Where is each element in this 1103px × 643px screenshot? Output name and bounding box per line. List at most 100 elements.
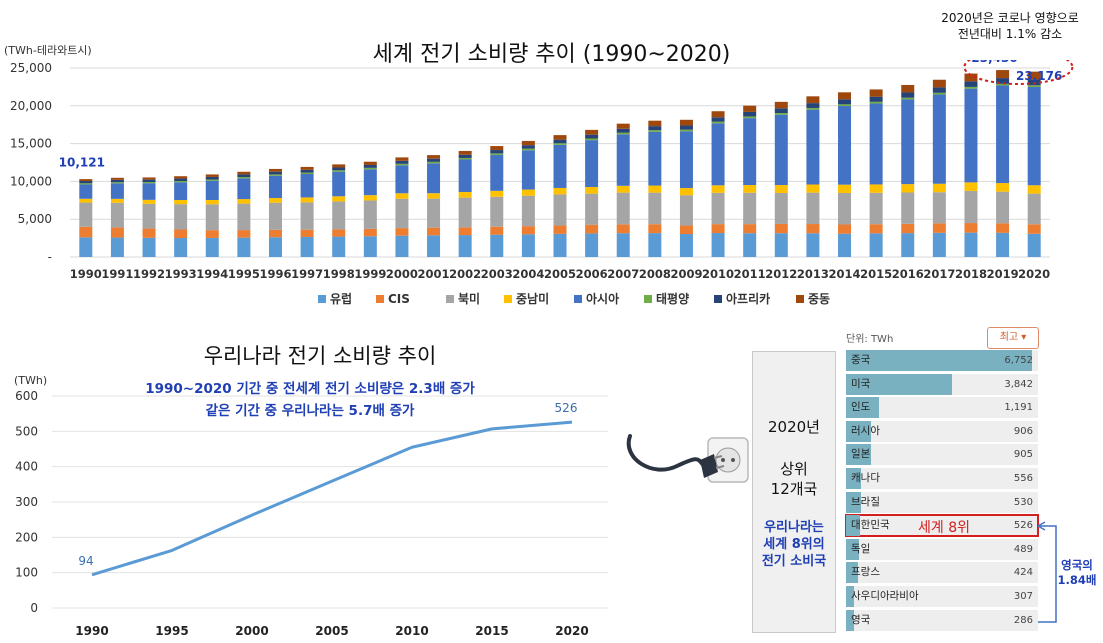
bar-segment	[553, 194, 567, 226]
bar-segment	[838, 233, 852, 257]
ranking-value: 906	[1013, 425, 1033, 437]
power-plug-socket-icon	[626, 434, 749, 483]
ranking-country: 브라질	[851, 495, 880, 508]
bar-segment	[205, 199, 219, 205]
bar-segment	[648, 224, 662, 234]
bar-segment	[1027, 185, 1041, 194]
legend-swatch	[446, 295, 454, 303]
world-chart-unit: (TWh-테라와트시)	[4, 44, 92, 57]
bar-segment	[774, 185, 788, 193]
ranking-value: 3,842	[1004, 378, 1033, 390]
bar-segment	[1027, 224, 1041, 234]
bar-segment	[521, 140, 535, 146]
x-tick-label: 1995	[228, 267, 260, 281]
bar-segment	[142, 183, 156, 200]
bar-segment	[711, 121, 725, 124]
bar-segment	[237, 199, 251, 204]
bar-segment	[174, 176, 188, 179]
legend-swatch	[574, 295, 582, 303]
bar-segment	[521, 145, 535, 149]
x-tick-label: 2013	[797, 267, 829, 281]
x-tick-label: 2007	[607, 267, 639, 281]
bar-segment	[205, 176, 219, 180]
ranking-row: 사우디아라비아 307	[846, 585, 1038, 607]
bar-segment	[427, 163, 441, 194]
bar-segment	[521, 226, 535, 235]
growth-note-line1: 1990~2020 기간 중 전세계 전기 소비량은 2.3배 증가	[145, 381, 475, 397]
bar-segment	[110, 202, 124, 228]
ranking-row: 독일 489	[846, 538, 1038, 560]
bar-segment	[490, 190, 504, 197]
bar-segment	[616, 128, 630, 133]
bar-segment	[585, 224, 599, 234]
summary-korea-rank: 우리나라는 세계 8위의 전기 소비국	[753, 519, 835, 570]
sort-dropdown-button[interactable]: 최고 ▾	[987, 327, 1039, 349]
bar-segment	[869, 96, 883, 102]
bar-segment	[585, 138, 599, 141]
bar-segment	[1027, 193, 1041, 225]
bar-segment	[395, 163, 409, 166]
bar-segment	[300, 166, 314, 170]
bar-segment	[679, 119, 693, 126]
bar-segment	[79, 202, 93, 227]
bar-segment	[743, 111, 757, 117]
bar-segment	[553, 139, 567, 144]
x-tick-label: 2010	[702, 267, 734, 281]
bar-segment	[648, 130, 662, 132]
ranking-row: 프랑스 424	[846, 562, 1038, 584]
x-tick-label: 2020	[1018, 267, 1050, 281]
legend-label: 아시아	[586, 291, 619, 306]
bar-segment	[427, 235, 441, 257]
y-tick-label: -	[48, 250, 52, 264]
legend-label: 중동	[808, 292, 830, 306]
bar-segment	[553, 135, 567, 140]
x-tick-label: 2005	[544, 267, 576, 281]
x-tick-label: 2008	[639, 267, 671, 281]
korea-line-chart: 0 100 200 300 400 500 600 1990 1995 2000 2005 2010 2…	[15, 389, 608, 638]
bar-segment	[964, 86, 978, 89]
bar-segment	[300, 197, 314, 203]
bar-segment	[458, 159, 472, 192]
comparison-bracket-icon	[1037, 521, 1057, 623]
bar-segment	[616, 233, 630, 257]
x-tick-label: 2005	[315, 624, 348, 638]
legend-label: 유럽	[330, 292, 352, 306]
y-tick-label: 25,000	[10, 61, 52, 75]
bar-segment	[743, 105, 757, 112]
bar-segment	[679, 195, 693, 226]
bar-segment	[901, 192, 915, 224]
summary-year: 2020년	[768, 418, 820, 436]
legend-swatch	[644, 295, 652, 303]
bar-segment	[838, 92, 852, 100]
bar-segment	[268, 174, 282, 176]
growth-note-line2: 같은 기간 중 우리나라는 5.7배 증가	[205, 403, 415, 419]
bar-segment	[932, 92, 946, 95]
x-tick-label: 2002	[449, 267, 481, 281]
x-tick-label: 2015	[860, 267, 892, 281]
y-tick-label: 10,000	[10, 174, 52, 188]
bar-segment	[996, 223, 1010, 233]
bar-segment	[616, 185, 630, 193]
y-tick-label: 200	[15, 530, 38, 544]
bar-segment	[300, 202, 314, 230]
bar-segment	[774, 114, 788, 186]
ranking-row: 인도 1,191	[846, 397, 1038, 419]
bar-segment	[553, 225, 567, 234]
bar-segment	[774, 113, 788, 115]
legend-swatch	[714, 295, 722, 303]
x-tick-label: 2003	[481, 267, 513, 281]
bar-segment	[679, 225, 693, 235]
ranking-unit: 단위: TWh	[846, 334, 894, 345]
bar-segment	[711, 117, 725, 122]
bar-segment	[458, 227, 472, 236]
bar-segment	[79, 183, 93, 185]
bar-segment	[585, 140, 599, 187]
y-tick-label: 600	[15, 389, 38, 403]
top12-summary-panel: 2020년 상위 12개국 우리나라는 세계 8위의 전기 소비국	[752, 351, 836, 633]
bar-segment	[964, 73, 978, 82]
ranking-value: 286	[1013, 614, 1033, 626]
x-tick-label: 1998	[323, 267, 355, 281]
bar-segment	[996, 70, 1010, 79]
bar-segment	[427, 227, 441, 236]
bar-segment	[332, 236, 346, 257]
